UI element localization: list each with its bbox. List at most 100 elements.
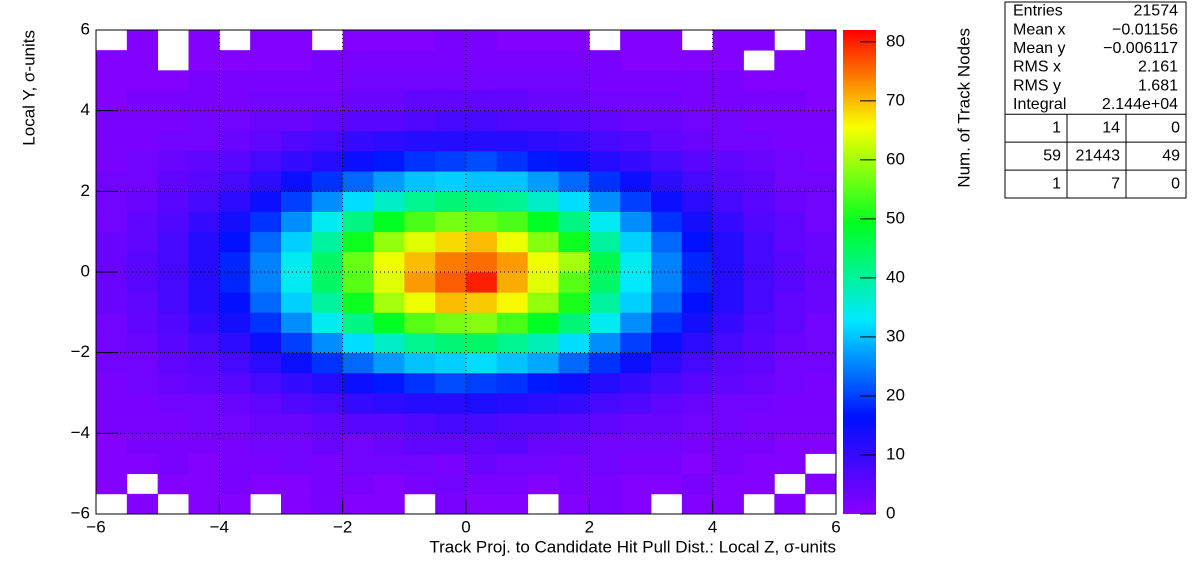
heatmap-cell	[620, 393, 652, 414]
heatmap-cell	[342, 473, 374, 495]
heatmap-cell	[219, 70, 251, 91]
heatmap-cell	[188, 473, 220, 495]
heatmap-cell	[281, 110, 313, 132]
heatmap-cell	[157, 191, 189, 212]
heatmap-cell	[743, 372, 775, 394]
heatmap-cell	[96, 332, 128, 354]
heatmap-cell	[805, 191, 837, 212]
heatmap-cell	[620, 191, 652, 212]
heatmap-cell	[373, 171, 405, 192]
heatmap-cell	[651, 191, 683, 212]
stat-value: −0.006117	[1103, 40, 1178, 57]
heatmap-cell	[96, 272, 128, 293]
heatmap-cell	[435, 231, 467, 253]
heatmap-cell	[774, 393, 806, 414]
heatmap-cell	[712, 413, 744, 434]
heatmap-cell	[126, 332, 159, 354]
heatmap-cell	[342, 292, 374, 313]
heatmap-cell	[681, 151, 714, 172]
heatmap-cell	[466, 372, 498, 394]
heatmap-cell	[311, 473, 344, 495]
heatmap-cell	[620, 110, 652, 132]
heatmap-cell	[435, 453, 467, 475]
heatmap-cell	[651, 110, 683, 132]
heatmap-cell	[466, 493, 498, 515]
heatmap-cell	[373, 292, 405, 313]
heatmap-cell	[651, 70, 683, 91]
heatmap-cell	[466, 171, 498, 192]
heatmap-cell	[651, 30, 683, 51]
overflow-cell: 21443	[1076, 147, 1121, 164]
heatmap-cell	[373, 231, 405, 253]
heatmap-cell	[188, 50, 220, 71]
heatmap-cell	[96, 110, 128, 132]
heatmap-cell	[250, 151, 282, 172]
heatmap-cell	[589, 231, 621, 253]
heatmap-cell	[589, 372, 621, 394]
heatmap-cell	[435, 110, 467, 132]
heatmap-cell	[744, 494, 775, 515]
heatmap-cell	[342, 433, 374, 454]
heatmap-cell	[342, 332, 374, 354]
heatmap-cell	[404, 110, 436, 132]
heatmap-cell	[219, 292, 251, 313]
heatmap-cell	[712, 312, 744, 333]
heatmap-cell	[126, 231, 159, 253]
heatmap-cell	[373, 473, 405, 495]
heatmap-cell	[466, 272, 498, 293]
heatmap-cell	[558, 171, 590, 192]
heatmap-cell	[712, 191, 744, 212]
z-tick-label: 60	[886, 149, 905, 168]
heatmap	[96, 30, 837, 515]
heatmap-cell	[373, 493, 405, 515]
heatmap-cell	[435, 191, 467, 212]
heatmap-cell	[281, 231, 313, 253]
heatmap-cell	[620, 151, 652, 172]
heatmap-cell	[620, 171, 652, 192]
heatmap-cell	[342, 110, 374, 132]
heatmap-cell	[743, 231, 775, 253]
heatmap-cell	[311, 312, 344, 333]
heatmap-cell	[373, 332, 405, 354]
overflow-cell: 1	[1052, 175, 1061, 192]
heatmap-cell	[126, 171, 159, 192]
heatmap-cell	[188, 151, 220, 172]
heatmap-cell	[743, 90, 775, 112]
heatmap-cell	[805, 130, 837, 152]
heatmap-cell	[743, 191, 775, 212]
heatmap-cell	[527, 352, 559, 374]
heatmap-cell	[435, 30, 467, 51]
heatmap-cell	[651, 171, 683, 192]
y-tick-label: 0	[81, 261, 90, 280]
heatmap-cell	[342, 231, 374, 253]
heatmap-cell	[496, 70, 529, 91]
overflow-cell: 59	[1043, 147, 1061, 164]
heatmap-cell	[589, 433, 621, 454]
heatmap-cell	[311, 393, 344, 414]
heatmap-cell	[157, 393, 189, 414]
heatmap-cell	[342, 211, 374, 233]
z-tick-label: 10	[886, 444, 905, 463]
heatmap-cell	[805, 110, 837, 132]
heatmap-cell	[712, 70, 744, 91]
z-tick-label: 30	[886, 326, 905, 345]
heatmap-cell	[219, 211, 251, 233]
heatmap-cell	[311, 110, 344, 132]
heatmap-cell	[528, 494, 559, 515]
heatmap-cell	[281, 413, 313, 434]
heatmap-cell	[805, 211, 837, 233]
heatmap-cell	[466, 191, 498, 212]
heatmap-cell	[281, 272, 313, 293]
heatmap-cell	[281, 30, 313, 51]
heatmap-cell	[712, 151, 744, 172]
heatmap-cell	[681, 332, 714, 354]
heatmap-cell	[651, 292, 683, 313]
heatmap-cell	[219, 151, 251, 172]
heatmap-cell	[281, 90, 313, 112]
heatmap-cell	[805, 332, 837, 354]
heatmap-cell	[805, 372, 837, 394]
heatmap-cell	[435, 272, 467, 293]
heatmap-cell	[96, 130, 128, 152]
heatmap-cell	[527, 130, 559, 152]
heatmap-cell	[250, 251, 282, 273]
